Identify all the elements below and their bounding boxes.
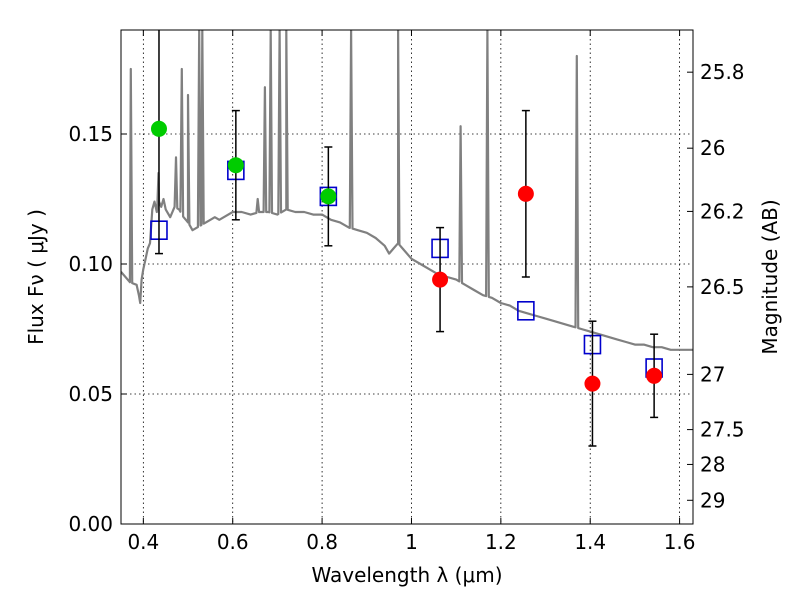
optical-detections-point bbox=[320, 188, 337, 205]
y-tick-label: 0.10 bbox=[68, 252, 113, 276]
x-tick-label: 1 bbox=[405, 530, 418, 554]
plot-frame bbox=[120, 29, 694, 525]
infrared-detections-point bbox=[646, 367, 663, 384]
grid-lines bbox=[121, 30, 693, 524]
x-tick-label: 1.6 bbox=[664, 530, 696, 554]
x-axis-label: Wavelength λ (μm) bbox=[311, 563, 502, 587]
y-axis-label-right: Magnitude (AB) bbox=[758, 199, 782, 354]
infrared-detections-point bbox=[517, 185, 534, 202]
infrared-detections-point bbox=[432, 271, 449, 288]
right-tick-label: 29 bbox=[700, 488, 725, 512]
infrared-detections-point bbox=[584, 375, 601, 392]
optical-detections-point bbox=[150, 120, 167, 137]
model-photometry-square bbox=[517, 300, 535, 321]
y-axis-label: Flux Fν ( μJy ) bbox=[24, 209, 48, 345]
right-tick-label: 25.8 bbox=[700, 60, 745, 84]
right-tick-label: 26.2 bbox=[700, 199, 745, 223]
right-tick-label: 27.5 bbox=[700, 418, 745, 442]
axis-ticks: 0.4 0.6 0.8 1 1.2 1.4 1.6 0.00 0.05 0.10 0.15 25.8 2… bbox=[68, 30, 745, 554]
right-tick-label: 27 bbox=[700, 362, 725, 386]
right-tick-label: 26 bbox=[700, 136, 725, 160]
x-tick-label: 1.4 bbox=[574, 530, 606, 554]
y-tick-label: 0.05 bbox=[68, 382, 113, 406]
optical-detections-point bbox=[227, 157, 244, 174]
plot-area bbox=[121, 30, 693, 447]
x-tick-label: 0.8 bbox=[306, 530, 338, 554]
y-tick-label: 0.15 bbox=[68, 122, 113, 146]
right-tick-label: 28 bbox=[700, 452, 725, 476]
x-tick-label: 0.6 bbox=[217, 530, 249, 554]
right-tick-label: 26.5 bbox=[700, 275, 745, 299]
y-tick-label: 0.00 bbox=[68, 512, 113, 536]
x-tick-label: 1.2 bbox=[485, 530, 517, 554]
x-tick-label: 0.4 bbox=[127, 530, 159, 554]
